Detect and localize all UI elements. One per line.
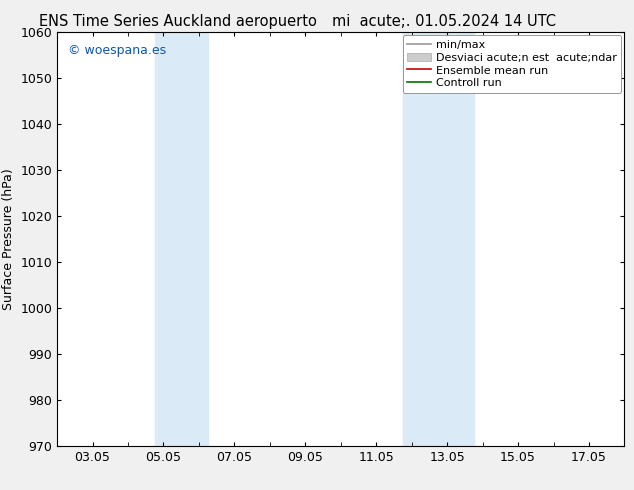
Text: ENS Time Series Auckland aeropuerto: ENS Time Series Auckland aeropuerto bbox=[39, 14, 316, 29]
Bar bbox=[155, 32, 208, 446]
Text: © woespana.es: © woespana.es bbox=[68, 44, 167, 57]
Text: mi  acute;. 01.05.2024 14 UTC: mi acute;. 01.05.2024 14 UTC bbox=[332, 14, 556, 29]
Y-axis label: Surface Pressure (hPa): Surface Pressure (hPa) bbox=[2, 168, 15, 310]
Bar bbox=[403, 32, 474, 446]
Legend: min/max, Desviaci acute;n est  acute;ndar, Ensemble mean run, Controll run: min/max, Desviaci acute;n est acute;ndar… bbox=[403, 35, 621, 93]
